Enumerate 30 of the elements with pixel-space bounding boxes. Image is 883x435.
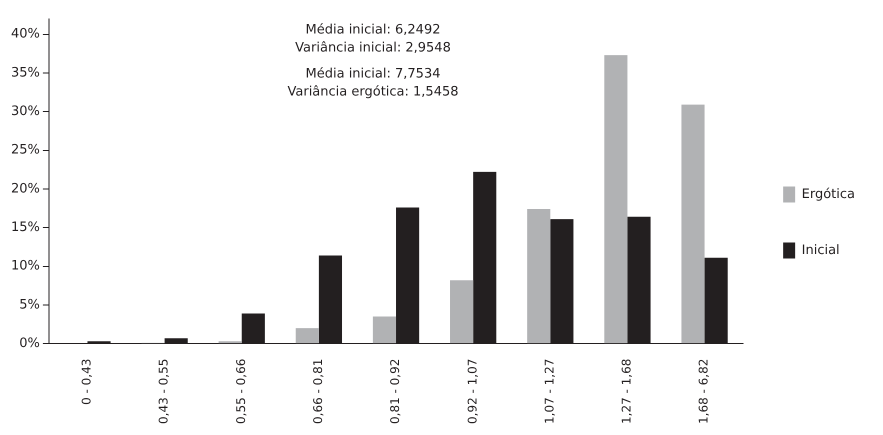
y-tick-label: 35% <box>10 65 40 80</box>
annotation: Média inicial: 6,2492 <box>306 22 440 38</box>
legend-label: Inicial <box>802 242 840 258</box>
x-tick-label: 0,55 - 0,66 <box>234 358 248 424</box>
x-tick-label: 0,92 - 1,07 <box>465 358 480 424</box>
y-tick-label: 15% <box>10 220 40 235</box>
bar <box>681 104 705 344</box>
bar <box>372 316 396 344</box>
y-tick-label: 40% <box>10 26 40 42</box>
bar <box>527 209 550 344</box>
y-tick-label: 10% <box>10 258 40 274</box>
annotation: Variância inicial: 2,9548 <box>295 40 451 56</box>
x-tick-label: 0,43 - 0,55 <box>156 358 171 424</box>
x-tick-label: 0,66 - 0,81 <box>311 358 326 424</box>
x-tick-label: 1,27 - 1,68 <box>620 358 634 424</box>
annotation: Média inicial: 7,7534 <box>306 66 440 82</box>
x-tick-label: 1,07 - 1,27 <box>542 358 556 424</box>
y-tick-label: 30% <box>10 104 40 119</box>
y-tick-label: 20% <box>10 181 40 196</box>
x-tick-label: 0 - 0,43 <box>80 358 94 405</box>
bar <box>604 55 628 344</box>
bar <box>296 328 319 344</box>
annotation: Variância ergótica: 1,5458 <box>287 84 459 100</box>
y-tick-label: 5% <box>19 297 40 312</box>
x-tick-label: 0,81 - 0,92 <box>388 358 402 424</box>
x-tick-label: 1,68 - 6,82 <box>696 358 711 424</box>
y-tick-label: 25% <box>10 142 40 158</box>
y-tick-label: 0% <box>19 336 40 351</box>
legend-label: Ergótica <box>802 186 855 202</box>
bar <box>450 280 474 344</box>
